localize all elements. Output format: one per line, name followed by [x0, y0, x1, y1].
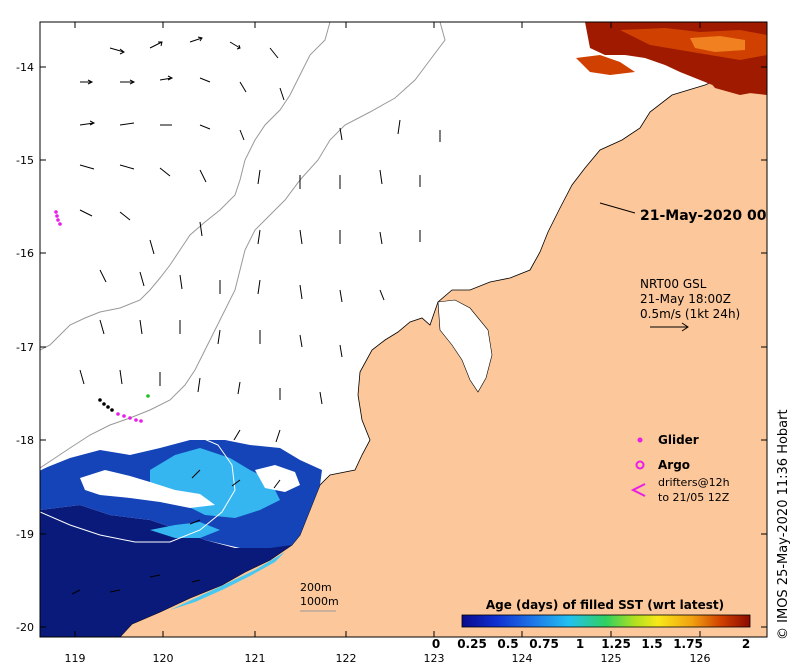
colorbar-tick: 2: [742, 637, 750, 651]
current-scale: 0.5m/s (1kt 24h): [640, 307, 740, 321]
lat-label: -19: [16, 528, 34, 541]
sst-old-patch-5: [700, 68, 767, 95]
colorbar-tick: 0: [432, 637, 440, 651]
colorbar-tick: 0.25: [457, 637, 487, 651]
colorbar-tick: 1: [576, 637, 584, 651]
isobath-1000-label: 1000m: [300, 595, 339, 608]
cloud-gap-2: [255, 465, 300, 492]
lon-label: 125: [601, 652, 622, 665]
isobath-200m: [40, 22, 331, 351]
colorbar-tick: 0.5: [497, 637, 518, 651]
colorbar-title: Age (days) of filled SST (wrt latest): [486, 598, 724, 612]
colorbar-tick: 0.75: [529, 637, 559, 651]
drifter-legend-line2: to 21/05 12Z: [658, 491, 730, 504]
isobath-1000m: [40, 22, 446, 469]
lon-label: 124: [512, 652, 533, 665]
lat-labels: -14 -15 -16 -17 -18 -19 -20: [16, 61, 34, 634]
glider-legend-label: Glider: [658, 433, 699, 447]
sst-fresh-patch: [40, 505, 292, 637]
lon-label: 119: [65, 652, 86, 665]
glider-track: [54, 210, 150, 423]
lon-label: 120: [153, 652, 174, 665]
lon-label: 121: [245, 652, 266, 665]
timestamp-pointer: [599, 202, 636, 214]
argo-symbol: [635, 460, 645, 470]
isobath-200-label: 200m: [300, 581, 332, 594]
current-time: 21-May 18:00Z: [640, 292, 731, 306]
argo-legend-label: Argo: [658, 458, 690, 472]
lon-labels: 119 120 121 122 123 124 125 126: [65, 652, 711, 665]
sst-light-blue-2: [150, 522, 220, 538]
lat-label: -15: [16, 154, 34, 167]
plot-frame: [39, 21, 768, 638]
king-sound: [437, 299, 493, 393]
colorbar-ticks: 0 0.25 0.5 0.75 1 1.25 1.5 1.75 2: [432, 637, 750, 651]
lon-label: 122: [336, 652, 357, 665]
lon-label: 123: [424, 652, 445, 665]
colorbar-tick: 1.75: [673, 637, 703, 651]
drifter-track: [40, 431, 236, 543]
lon-ticks: [74, 22, 701, 637]
drifter-legend-line1: drifters@12h: [658, 476, 730, 489]
lat-label: -18: [16, 434, 34, 447]
timestamp-label: 21-May-2020 00Z: [640, 208, 777, 224]
lon-label: 126: [690, 652, 711, 665]
copyright-icon: ©: [776, 622, 791, 640]
lat-label: -16: [16, 247, 34, 260]
current-vectors: [71, 36, 441, 595]
sst-old-patch-4: [576, 55, 635, 75]
drifter-symbol: [630, 483, 646, 497]
lat-label: -14: [16, 61, 34, 74]
scale-arrow: [650, 322, 689, 332]
credit-text: IMOS 25-May-2020 11:36 Hobart: [776, 409, 791, 623]
current-source: NRT00 GSL: [640, 277, 707, 291]
glider-symbol: [637, 437, 643, 443]
lat-ticks: [40, 66, 767, 628]
cloud-gap: [80, 470, 215, 508]
colorbar-tick: 1.25: [601, 637, 631, 651]
lat-label: -17: [16, 341, 34, 354]
lat-label: -20: [16, 621, 34, 634]
sst-old-patch-3: [690, 36, 745, 52]
credit-line: © IMOS 25-May-2020 11:36 Hobart: [776, 409, 791, 640]
colorbar: [461, 614, 751, 628]
colorbar-tick: 1.5: [641, 637, 662, 651]
